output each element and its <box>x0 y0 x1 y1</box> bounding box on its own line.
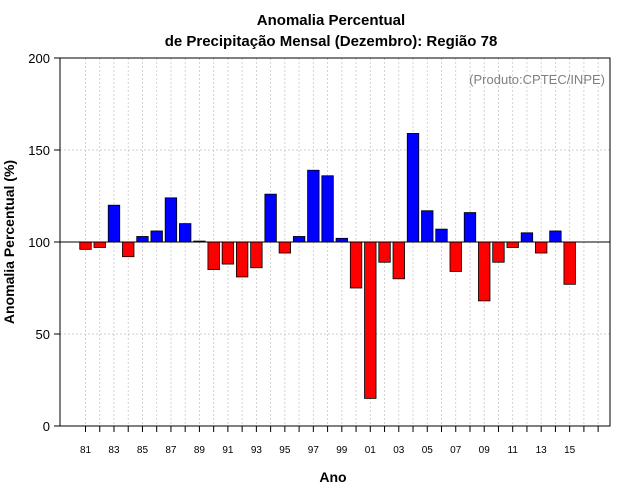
x-axis-label: Ano <box>319 469 346 485</box>
source-annotation: (Produto:CPTEC/INPE) <box>469 72 605 87</box>
x-tick-label-09: 09 <box>479 445 491 456</box>
bar-12 <box>520 232 534 243</box>
bar-10 <box>492 241 505 263</box>
x-tick-label-13: 13 <box>536 445 548 456</box>
bars <box>79 133 576 399</box>
y-tick-label-4: 200 <box>28 51 50 66</box>
bar-94 <box>264 193 277 243</box>
bar-95 <box>278 241 292 254</box>
bar-85 <box>136 236 149 243</box>
bar-83 <box>107 204 121 243</box>
bar-08 <box>463 212 477 243</box>
bar-81 <box>79 241 92 250</box>
bar-97 <box>307 169 320 243</box>
bar-96 <box>292 236 306 243</box>
x-tick-label-99: 99 <box>336 445 348 456</box>
x-axis: 81 83 85 87 89 91 93 95 97 99 01 03 05 07 09 11 13 15 <box>80 426 599 456</box>
x-tick-label-97: 97 <box>308 445 320 456</box>
x-tick-label-03: 03 <box>393 445 405 456</box>
x-tick-label-85: 85 <box>137 445 149 456</box>
x-tick-label-83: 83 <box>108 445 120 456</box>
x-tick-label-91: 91 <box>222 445 234 456</box>
bar-09 <box>478 241 491 302</box>
bar-13 <box>535 241 548 254</box>
bar-15 <box>563 241 576 285</box>
x-tick-label-81: 81 <box>80 445 92 456</box>
bar-07 <box>449 241 462 272</box>
chart-title-line2: de Precipitação Mensal (Dezembro): Regiã… <box>165 33 498 50</box>
bar-82 <box>93 241 106 248</box>
x-tick-label-05: 05 <box>422 445 434 456</box>
y-tick-label-3: 150 <box>28 143 50 158</box>
bar-87 <box>164 197 178 243</box>
bar-91 <box>221 241 235 265</box>
y-tick-label-0: 0 <box>43 419 50 434</box>
x-tick-label-15: 15 <box>564 445 576 456</box>
bar-02 <box>378 241 391 263</box>
x-tick-label-95: 95 <box>279 445 291 456</box>
bar-14 <box>549 230 562 243</box>
bar-86 <box>150 230 163 243</box>
bar-04 <box>406 133 420 243</box>
x-tick-label-89: 89 <box>194 445 206 456</box>
bar-06 <box>435 228 448 243</box>
bar-93 <box>250 241 263 269</box>
bar-01 <box>364 241 377 399</box>
bar-92 <box>235 241 249 278</box>
x-tick-label-87: 87 <box>165 445 177 456</box>
chart-title-line1: Anomalia Percentual <box>257 12 405 29</box>
x-tick-label-93: 93 <box>251 445 263 456</box>
bar-00 <box>349 241 363 289</box>
bar-03 <box>392 241 405 280</box>
bar-88 <box>179 223 192 243</box>
bar-90 <box>207 241 220 271</box>
y-axis: 0 50 100 150 200 <box>28 51 60 434</box>
bar-11 <box>506 241 519 248</box>
bar-99 <box>335 237 348 243</box>
bar-98 <box>321 175 334 243</box>
x-tick-label-11: 11 <box>508 445 519 456</box>
y-tick-label-2: 100 <box>28 235 50 250</box>
x-tick-label-07: 07 <box>450 445 462 456</box>
x-tick-label-01: 01 <box>365 445 377 456</box>
bar-84 <box>122 241 135 258</box>
y-tick-label-1: 50 <box>36 327 50 342</box>
y-axis-label: Anomalia Percentual (%) <box>1 160 17 324</box>
bar-05 <box>421 210 434 243</box>
